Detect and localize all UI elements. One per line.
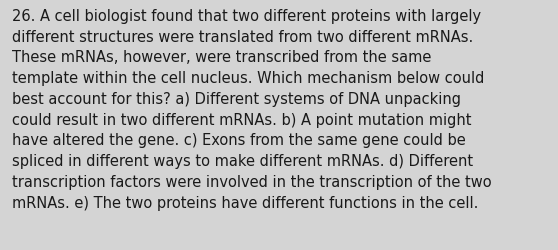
Text: 26. A cell biologist found that two different proteins with largely
different st: 26. A cell biologist found that two diff… [12, 9, 492, 210]
